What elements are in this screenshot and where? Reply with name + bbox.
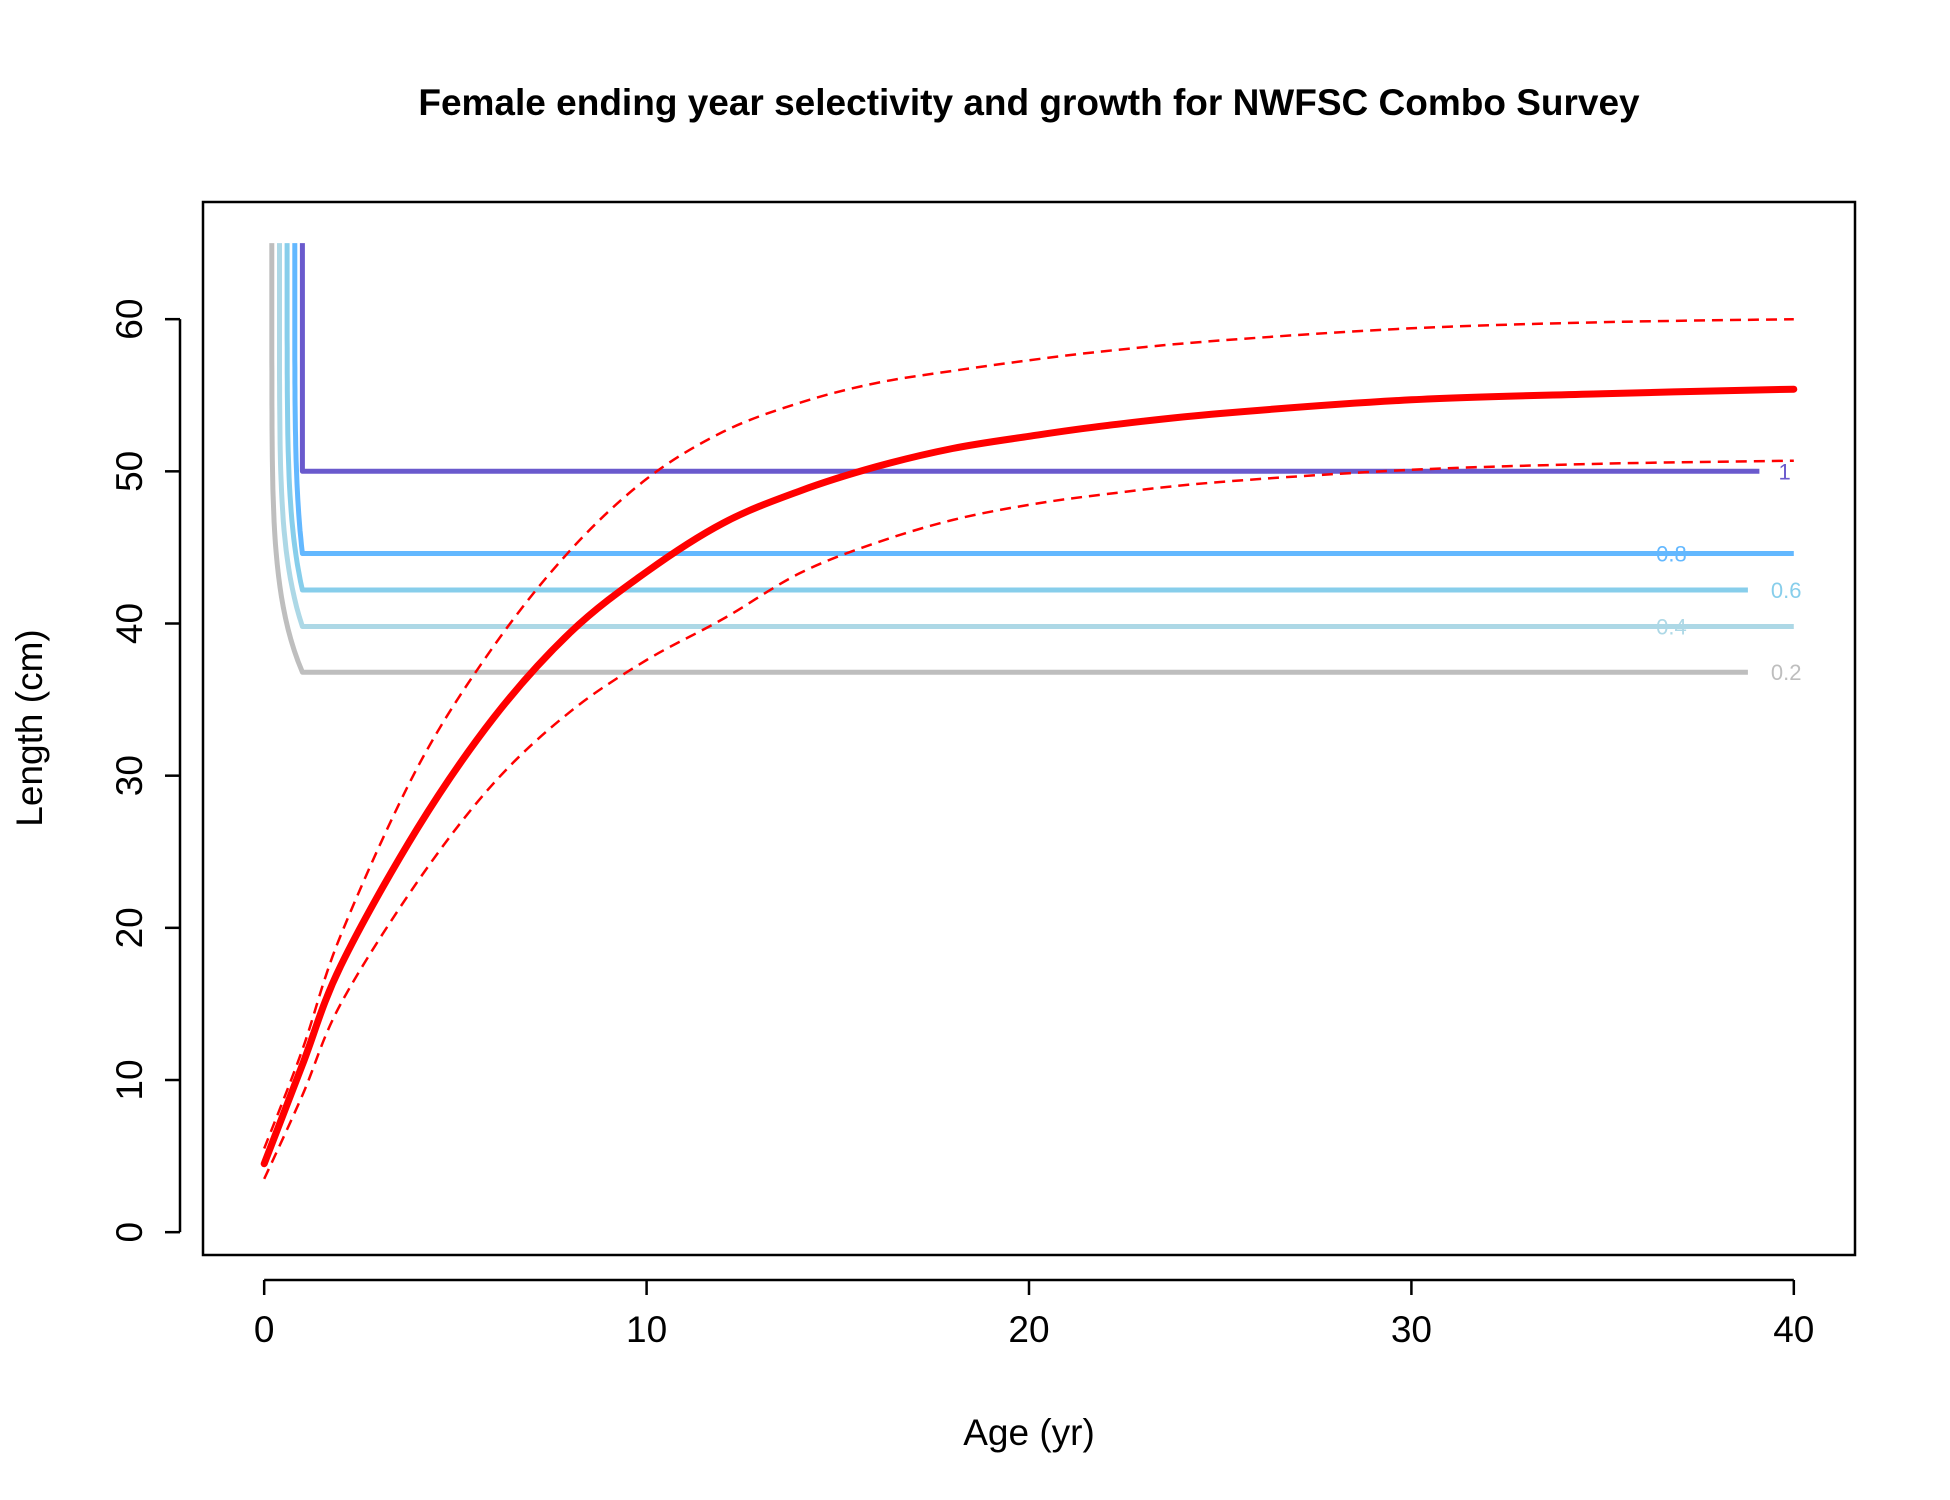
x-tick-label: 40	[1773, 1309, 1814, 1350]
y-tick-label: 20	[109, 907, 150, 948]
growth-series	[260, 317, 1798, 1180]
y-tick-label: 0	[109, 1222, 150, 1243]
y-tick-label: 50	[109, 451, 150, 492]
x-tick-label: 20	[1008, 1309, 1049, 1350]
selectivity-contour-label: 0.6	[1771, 578, 1802, 603]
selectivity-contour-line	[269, 243, 1748, 675]
x-tick-label: 10	[626, 1309, 667, 1350]
selectivity-contour-label: 1	[1779, 459, 1791, 484]
growth-upper-line	[263, 317, 1794, 1149]
chart-title: Female ending year selectivity and growt…	[418, 82, 1640, 123]
selectivity-contour-line	[284, 243, 1748, 593]
y-tick-label: 10	[109, 1059, 150, 1100]
selectivity-contour-label: 0.2	[1771, 660, 1802, 685]
y-axis: 0 10 20 30 40 50 60	[109, 299, 182, 1243]
growth-mean-line	[260, 385, 1798, 1168]
y-axis-label: Length (cm)	[9, 629, 50, 826]
x-axis-label: Age (yr)	[963, 1412, 1095, 1453]
selectivity-contours: 0.2 0.4 0.6 0.8 1	[269, 243, 1802, 685]
selectivity-contour-label: 0.8	[1656, 542, 1687, 567]
selectivity-contour-line	[277, 243, 1794, 629]
selectivity-contour-line	[292, 243, 1794, 556]
x-tick-label: 30	[1391, 1309, 1432, 1350]
x-axis: 0 10 20 30 40	[254, 1278, 1814, 1350]
y-tick-label: 40	[109, 603, 150, 644]
plot-area-frame	[201, 200, 1857, 1257]
y-tick-label: 60	[109, 299, 150, 340]
x-tick-label: 0	[254, 1309, 275, 1350]
selectivity-contour-label: 0.4	[1656, 615, 1687, 640]
y-tick-label: 30	[109, 755, 150, 796]
selectivity-contour-line	[299, 243, 1760, 474]
